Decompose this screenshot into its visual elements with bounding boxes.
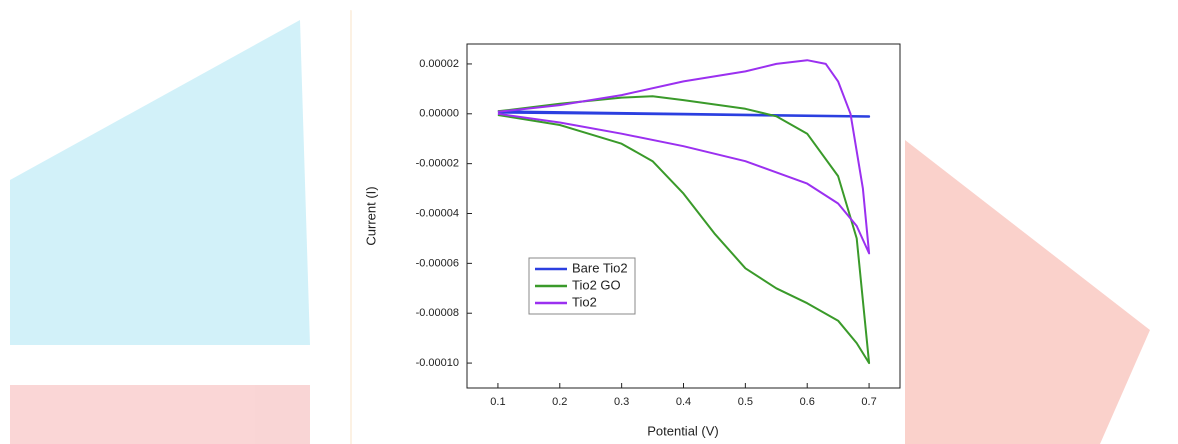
watermark-shape: [10, 385, 310, 444]
chart-background: [352, 0, 905, 444]
legend-box: [528, 257, 636, 315]
legend-label: Tio2: [572, 294, 597, 309]
legend-label: Bare Tio2: [572, 260, 628, 275]
y-tick-label: -0.00010: [416, 357, 459, 369]
watermark-shape: [905, 140, 1150, 444]
series-line: [497, 59, 871, 255]
y-tick-label: -0.00008: [416, 307, 459, 319]
y-tick-label: -0.00006: [416, 257, 459, 269]
series-line: [497, 110, 871, 118]
y-tick-label: 0.00002: [419, 58, 459, 70]
series-line: [497, 95, 871, 365]
y-tick-label: 0.00000: [419, 108, 459, 120]
x-tick-label: 0.6: [800, 396, 815, 408]
y-tick-label: -0.00002: [416, 158, 459, 170]
y-axis-title: Current (I): [363, 186, 378, 245]
y-tick-label: -0.00004: [416, 207, 459, 219]
x-tick-label: 0.1: [490, 396, 505, 408]
x-tick-label: 0.3: [614, 396, 629, 408]
x-tick-label: 0.4: [676, 396, 691, 408]
x-tick-label: 0.5: [738, 396, 753, 408]
watermark-shape: [10, 20, 310, 345]
x-axis-title: Potential (V): [647, 423, 719, 438]
legend-label: Tio2 GO: [572, 277, 621, 292]
x-tick-label: 0.7: [861, 396, 876, 408]
x-tick-label: 0.2: [552, 396, 567, 408]
